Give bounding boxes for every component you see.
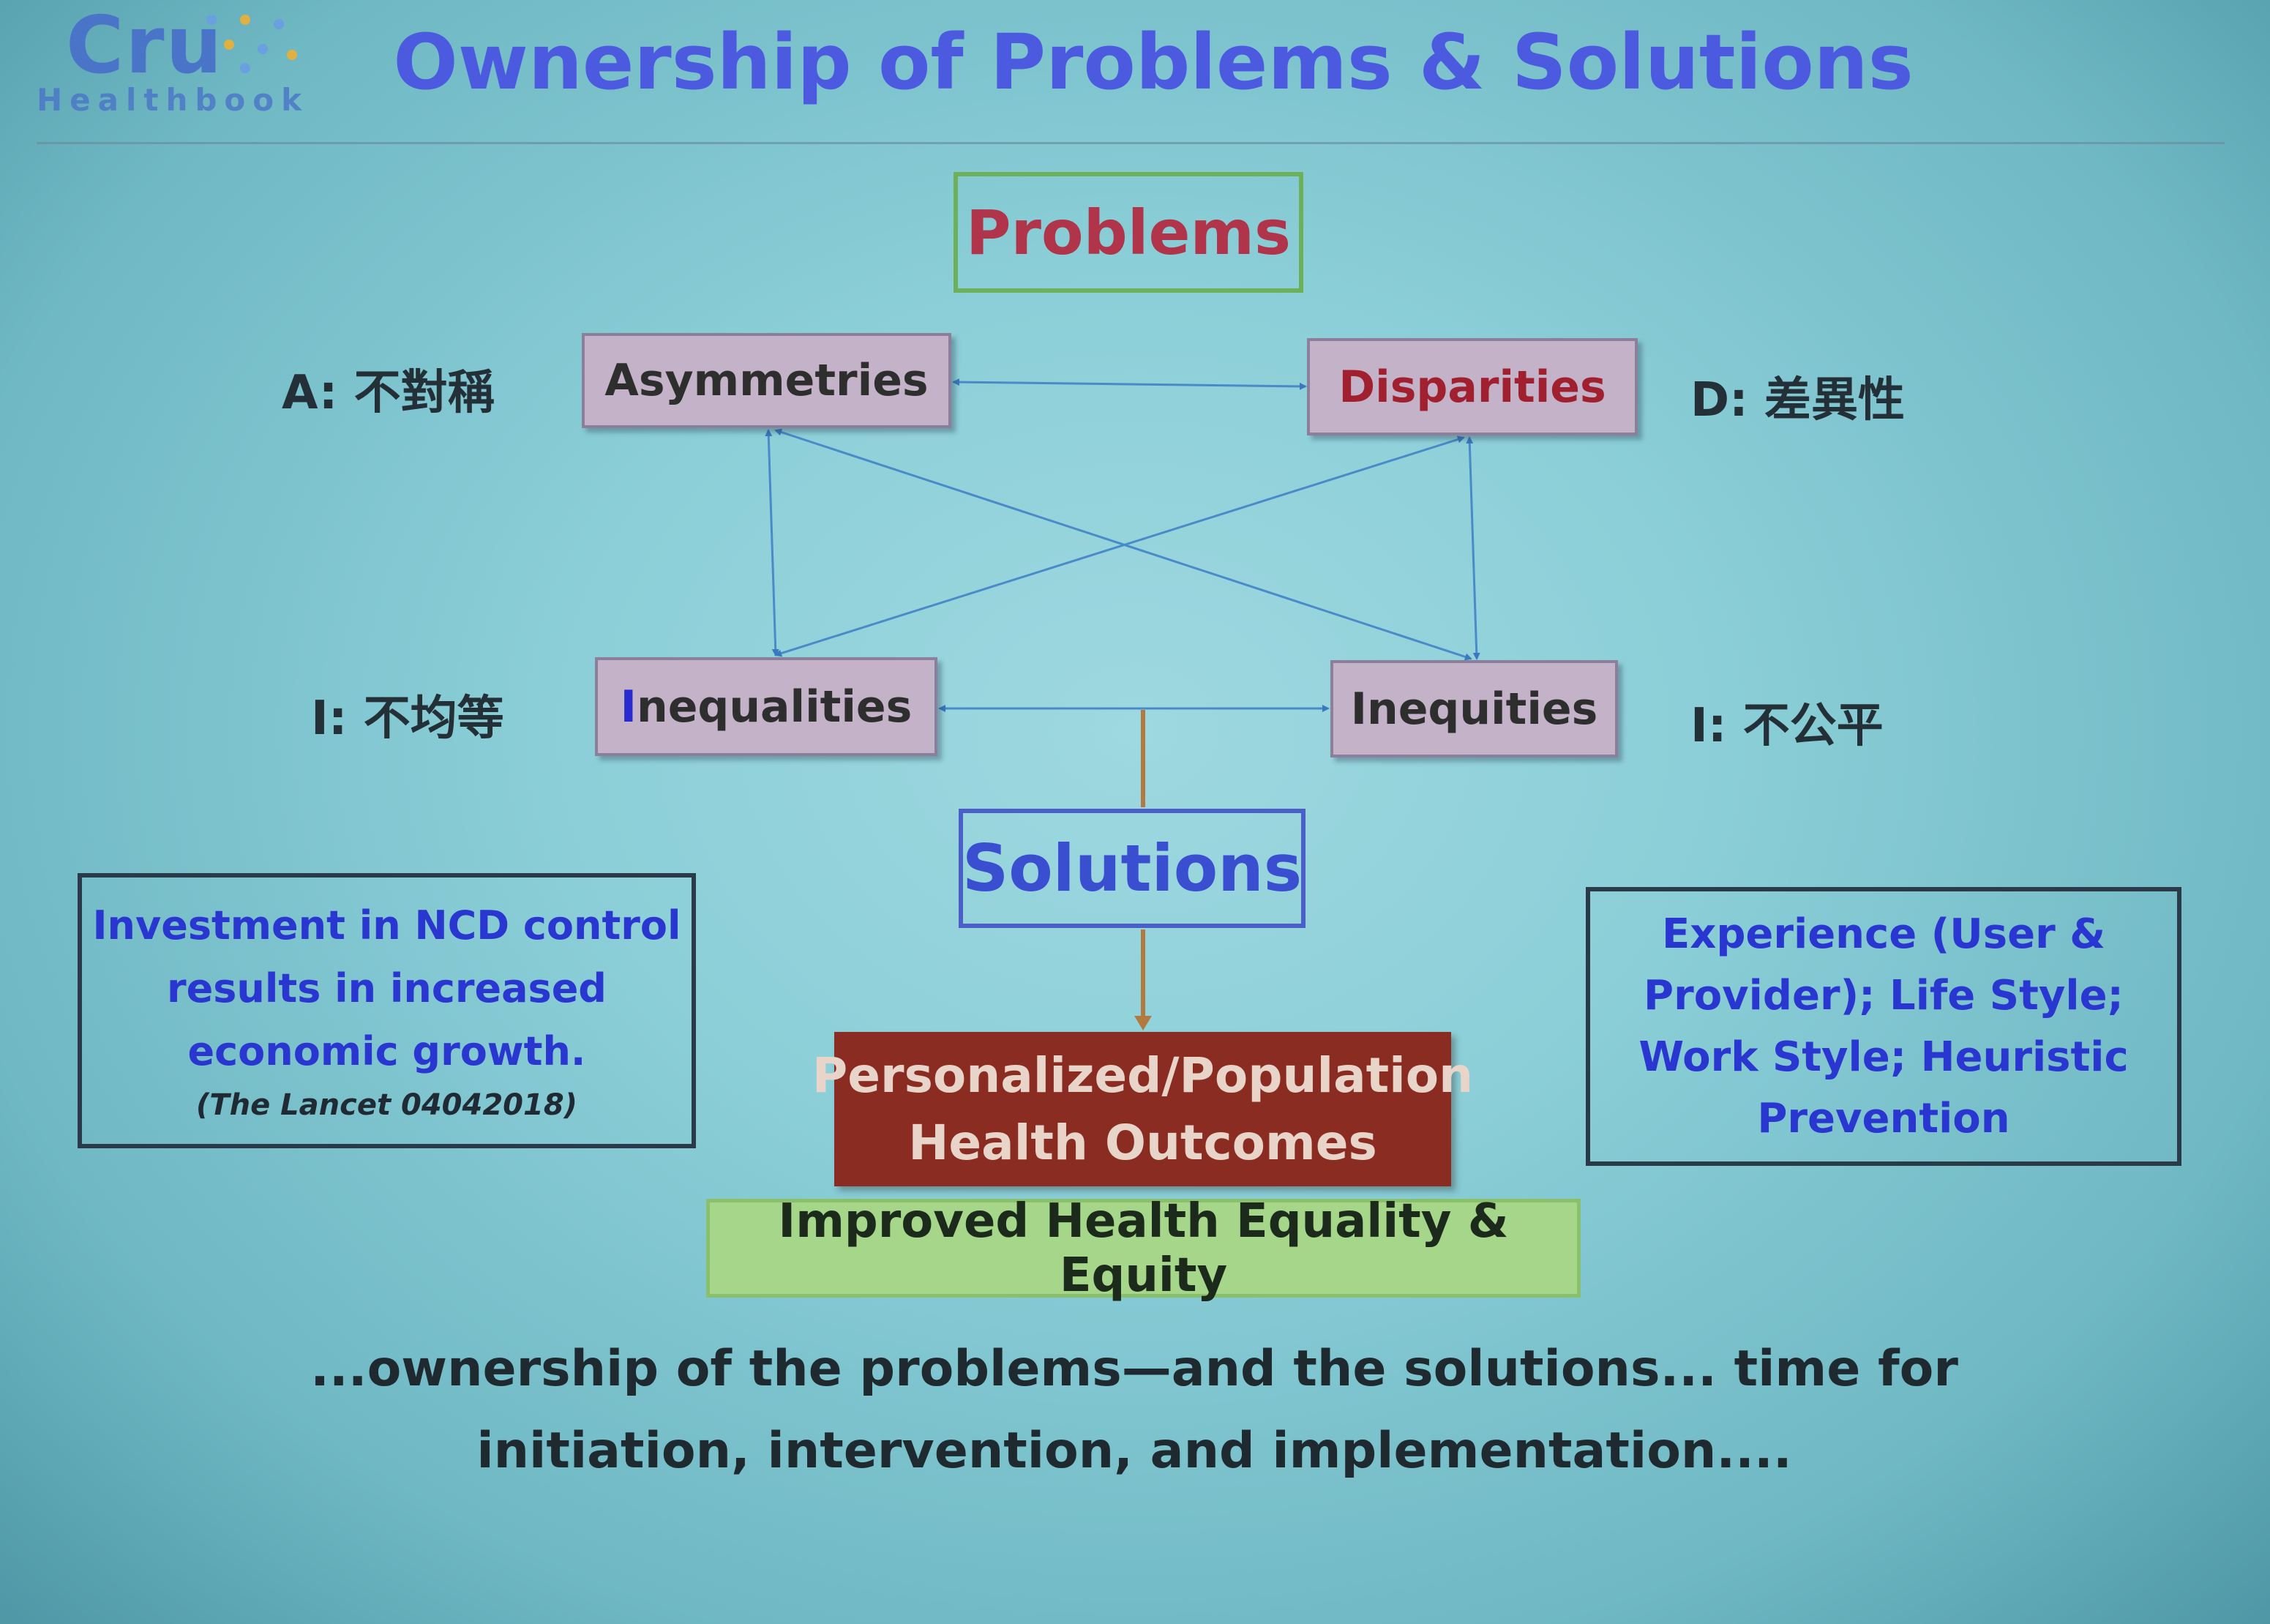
solutions-box: Solutions (959, 809, 1306, 928)
logo-dots-icon (206, 15, 316, 81)
ncd-line-3: economic growth. (187, 1028, 586, 1074)
experience-box: Experience (User & Provider); Life Style… (1586, 887, 2181, 1166)
connector-disp-inequit (1466, 436, 1480, 660)
logo-wordmark: Cru (66, 0, 224, 91)
node-inequities-rest: nequities (1367, 683, 1598, 735)
closing-line-2: initiation, intervention, and implementa… (476, 1422, 1792, 1480)
node-inequalities-initial: I (620, 681, 637, 733)
slide-title: Ownership of Problems & Solutions (0, 18, 2270, 107)
problems-box: Problems (954, 172, 1303, 293)
node-disparities-rest: isparities (1375, 361, 1606, 413)
node-inequalities-rest: nequalities (636, 681, 913, 733)
improved-equity-box: Improved Health Equality & Equity (706, 1194, 1581, 1303)
arrow-head-outcomes (1134, 1016, 1152, 1030)
title-divider (37, 142, 2225, 144)
connector-asym-disp (952, 378, 1307, 390)
company-logo: Cru Healthbook (37, 0, 329, 128)
logo-subtitle: Healthbook (37, 82, 310, 118)
node-inequities-initial: I (1350, 683, 1368, 735)
ncd-citation: (The Lancet 04042018) (196, 1088, 577, 1122)
label-inequalities-chinese: I: 不均等 (311, 692, 504, 746)
slide-title-text: Ownership of Problems & Solutions (393, 18, 1914, 107)
health-outcomes-box: Personalized/Population Health Outcomes (812, 1032, 1473, 1186)
ncd-investment-box: Investment in NCD control results in inc… (78, 873, 696, 1148)
node-disparities-initial: D (1338, 361, 1376, 413)
ncd-line-1: Investment in NCD control (92, 902, 681, 948)
label-disparities-chinese: D: 差異性 (1690, 373, 1905, 427)
node-asymmetries-initial: A (604, 355, 639, 406)
outcomes-line-2: Health Outcomes (908, 1114, 1377, 1171)
closing-statement: ...ownership of the problems—and the sol… (220, 1328, 2049, 1492)
connector-disp-inequal (774, 435, 1465, 657)
connector-asym-inequal (765, 429, 779, 656)
label-asymmetries-chinese: A: 不對稱 (282, 366, 495, 420)
node-asymmetries-rest: symmetries (638, 355, 929, 406)
ncd-line-2: results in increased (167, 965, 607, 1011)
outcomes-line-1: Personalized/Population (812, 1047, 1474, 1104)
closing-line-1: ...ownership of the problems—and the sol… (310, 1340, 1958, 1398)
label-inequities-chinese: I: 不公平 (1690, 699, 1884, 753)
